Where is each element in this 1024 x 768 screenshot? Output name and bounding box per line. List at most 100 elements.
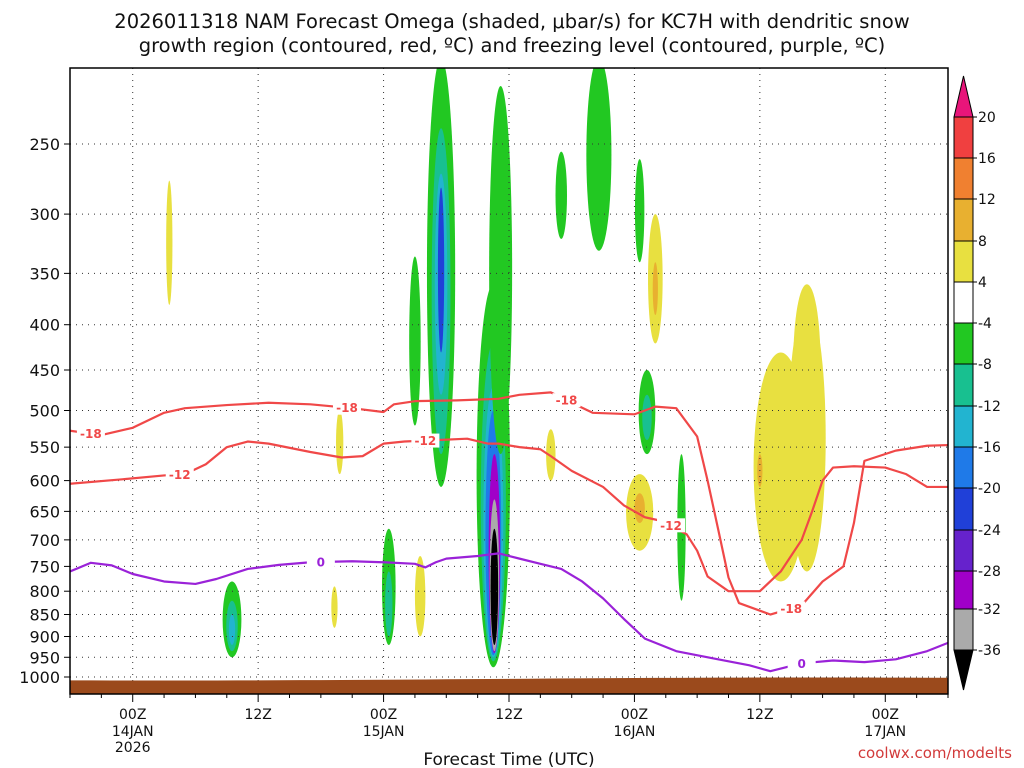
contour-label-bg <box>552 393 581 408</box>
colorbar-tick-label: -4 <box>978 316 992 332</box>
colorbar-segment <box>953 198 974 242</box>
y-tick-label: 950 <box>29 648 60 667</box>
colorbar-segment <box>953 281 974 324</box>
colorbar-segment <box>953 529 974 572</box>
omega-pos-mid2b <box>634 493 645 524</box>
x-tick-label: 00Z <box>370 707 397 723</box>
contour-label-bg <box>777 601 806 616</box>
chart-title-line2: growth region (contoured, red, ºC) and f… <box>139 34 886 57</box>
contour-label-bg <box>165 467 194 482</box>
terrain-fill <box>70 677 948 694</box>
credit-text: coolwx.com/modelts <box>858 744 1012 762</box>
y-tick-label: 300 <box>29 205 60 224</box>
contour-label: 0 <box>797 657 805 671</box>
omega-cell-upper-left-blue <box>437 187 445 353</box>
colorbar-cap-top <box>953 75 974 118</box>
colorbar-tick-label: -8 <box>978 357 992 373</box>
omega-pos-left1 <box>166 180 173 305</box>
colorbar-tick-label: -16 <box>978 440 1001 456</box>
terrain-surface <box>70 677 948 694</box>
omega-shading <box>166 68 826 668</box>
colorbar-tick-label: -24 <box>978 523 1001 539</box>
y-tick-label: 750 <box>29 557 60 576</box>
y-tick-label: 1000 <box>19 668 60 687</box>
contour-label: -12 <box>660 519 682 533</box>
x-tick-label: 00Z <box>872 707 899 723</box>
x-tick-date: 16JAN <box>614 724 656 740</box>
y-tick-label: 250 <box>29 135 60 154</box>
contour-label-bg <box>411 433 440 448</box>
omega-pos-left2 <box>336 410 344 475</box>
colorbar-segment <box>953 322 974 365</box>
omega-cell-ur-green3 <box>634 159 645 263</box>
omega-cell-ur-green1 <box>586 68 612 251</box>
y-axis-ticks: 250 300 350 400 450 500 550 600 650 700 750 800 850 9… <box>19 135 70 687</box>
omega-cell-ur-green2 <box>555 151 568 239</box>
contour-label: -18 <box>556 394 578 408</box>
y-tick-label: 800 <box>29 582 60 601</box>
y-tick-label: 850 <box>29 606 60 625</box>
omega-cell-left-green <box>409 256 421 426</box>
colorbar-segment <box>953 157 974 200</box>
y-tick-label: 350 <box>29 264 60 283</box>
colorbar-segment <box>953 405 974 448</box>
plot-grid <box>70 68 948 694</box>
colorbar: 20 16 12 8 4 -4 -8 -12 -16 -20 -24 -28 -32 -36 <box>953 75 1001 691</box>
colorbar-tick-label: -12 <box>978 399 1001 415</box>
colorbar-segment <box>953 570 974 610</box>
colorbar-segment <box>953 116 974 159</box>
y-tick-label: 550 <box>29 438 60 457</box>
contour-0 <box>70 552 948 673</box>
colorbar-tick-label: 16 <box>978 151 996 167</box>
contour-label: -18 <box>780 602 802 616</box>
contour-label-bg <box>76 426 105 441</box>
contour-label-bg <box>332 400 361 415</box>
x-tick-year: 2026 <box>115 740 151 756</box>
omega-cell-1318z-cyan <box>228 614 236 645</box>
y-tick-label: 400 <box>29 316 60 335</box>
colorbar-tick-label: -20 <box>978 481 1001 497</box>
y-tick-label: 700 <box>29 531 60 550</box>
x-tick-label: 12Z <box>746 707 773 723</box>
contour-label-bg <box>657 518 686 533</box>
temperature-contours: -18 -18 -18 -18 -12 -12 -12 0 0 <box>70 391 948 673</box>
omega-cell-main-black <box>490 528 499 645</box>
omega-cell-1401z-teal <box>385 571 393 637</box>
chart-title-line1: 2026011318 NAM Forecast Omega (shaded, μ… <box>114 10 909 33</box>
contour-label: -12 <box>169 468 191 482</box>
x-axis-label: Forecast Time (UTC) <box>423 750 594 768</box>
contour-label: -18 <box>336 401 358 415</box>
colorbar-tick-label: 12 <box>978 192 996 208</box>
contour--12 <box>70 437 948 593</box>
x-tick-label: 12Z <box>244 707 271 723</box>
y-tick-label: 450 <box>29 361 60 380</box>
colorbar-tick-label: -32 <box>978 602 1001 618</box>
colorbar-tick-label: 20 <box>978 110 996 126</box>
colorbar-tick-label: -36 <box>978 643 1001 659</box>
y-tick-label: 650 <box>29 502 60 521</box>
colorbar-segment <box>953 487 974 531</box>
omega-pos-low2 <box>414 556 426 637</box>
contour--18 <box>70 391 948 616</box>
colorbar-cap-bottom <box>953 649 974 691</box>
contour-label-bg <box>787 656 816 671</box>
contour-label: 0 <box>317 556 325 570</box>
y-tick-label: 900 <box>29 627 60 646</box>
x-tick-date: 14JAN <box>112 724 154 740</box>
x-tick-date: 15JAN <box>363 724 405 740</box>
colorbar-segment <box>953 608 974 651</box>
x-tick-label: 12Z <box>495 707 522 723</box>
y-tick-label: 500 <box>29 402 60 421</box>
colorbar-tick-label: -28 <box>978 564 1001 580</box>
x-tick-date: 17JAN <box>864 724 906 740</box>
omega-cell-1601z-teal <box>642 394 652 441</box>
y-tick-label: 600 <box>29 472 60 491</box>
contour-label: -18 <box>80 427 102 441</box>
omega-cell-upper-green <box>489 86 513 455</box>
x-tick-label: 00Z <box>119 707 146 723</box>
omega-pos-low1 <box>331 586 338 628</box>
omega-pos-right3 <box>793 284 821 441</box>
contour-label: -12 <box>415 434 437 448</box>
